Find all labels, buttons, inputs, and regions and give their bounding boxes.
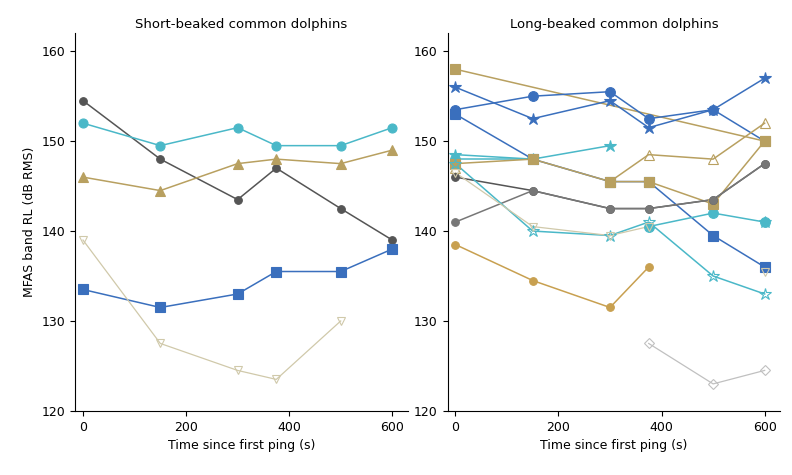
- Title: Short-beaked common dolphins: Short-beaked common dolphins: [135, 18, 348, 31]
- Title: Long-beaked common dolphins: Long-beaked common dolphins: [509, 18, 718, 31]
- X-axis label: Time since first ping (s): Time since first ping (s): [168, 439, 315, 452]
- X-axis label: Time since first ping (s): Time since first ping (s): [540, 439, 687, 452]
- Y-axis label: MFAS band RL (dB RMS): MFAS band RL (dB RMS): [23, 147, 36, 297]
